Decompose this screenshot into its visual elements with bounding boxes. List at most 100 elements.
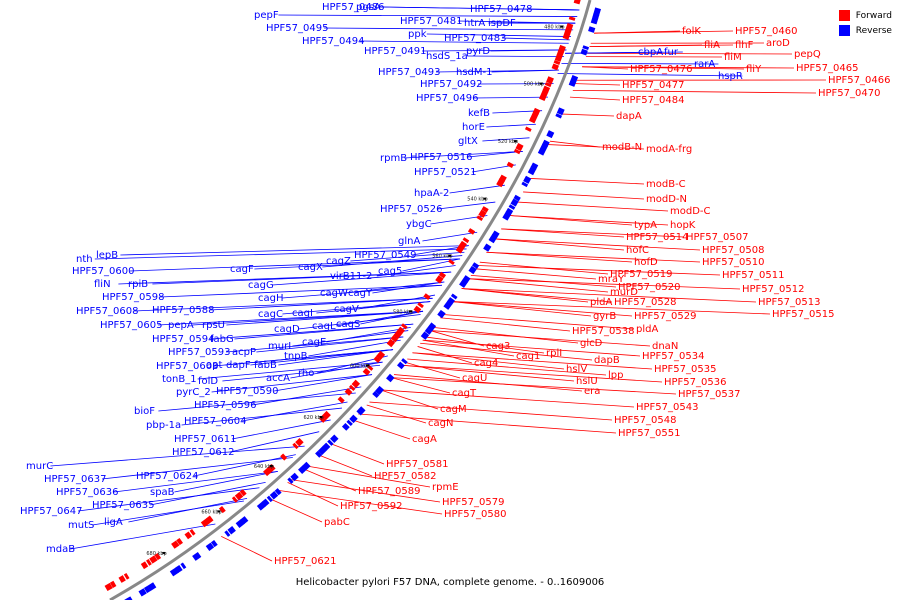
label-leader (404, 361, 461, 379)
forward-gene-label: hofD (634, 257, 658, 268)
forward-gene-label: HPF57_0529 (634, 311, 696, 322)
label-leader (298, 314, 421, 330)
label-leader (491, 69, 559, 73)
forward-gene-block (476, 215, 484, 222)
reverse-gene-block (568, 80, 576, 87)
forward-gene-label: HPF57_0535 (654, 364, 716, 375)
label-leader (587, 52, 793, 55)
forward-gene-label: cag3 (486, 341, 510, 352)
reverse-gene-label: pgsA (356, 2, 381, 13)
forward-gene-block (292, 442, 299, 450)
label-leader (417, 346, 473, 364)
reverse-gene-label: mdaB (46, 544, 75, 555)
label-leader (209, 297, 433, 311)
label-leader (517, 201, 669, 212)
label-leader (268, 498, 323, 523)
reverse-gene-block (261, 498, 270, 507)
reverse-gene-label: hpaA-2 (414, 188, 449, 199)
reverse-gene-block (555, 113, 563, 119)
forward-gene-label: hopK (670, 220, 696, 231)
forward-gene-label: HPF57_0543 (636, 402, 698, 413)
forward-gene-block (524, 126, 532, 132)
reverse-gene-label: fabB (254, 360, 277, 371)
forward-gene-label: HPF57_0592 (340, 501, 402, 512)
tick-mark (319, 415, 323, 418)
reverse-gene-block (240, 516, 249, 524)
tick-mark (409, 310, 413, 313)
label-leader (422, 339, 641, 357)
label-leader (412, 352, 565, 370)
forward-gene-label: HPF57_0582 (374, 471, 436, 482)
reverse-gene-block (274, 488, 282, 496)
label-leader (352, 419, 411, 440)
label-leader (241, 401, 348, 422)
label-leader (287, 481, 339, 507)
label-leader (452, 301, 592, 317)
reverse-gene-label: HPF57_0478 (470, 4, 532, 15)
reverse-gene-label: murI (268, 341, 291, 352)
forward-gene-label: HPF57_0476 (630, 64, 692, 75)
forward-gene-block (118, 575, 126, 583)
forward-gene-label: mraY (598, 274, 625, 285)
reverse-gene-label: cagC (258, 309, 283, 320)
forward-gene-block (362, 367, 371, 376)
reverse-gene-label: HPF57_0596 (194, 400, 256, 411)
reverse-gene-block (513, 194, 521, 202)
reverse-gene-block (341, 423, 350, 431)
reverse-gene-label: spaB (150, 487, 175, 498)
forward-gene-block (397, 326, 405, 335)
reverse-gene-block (356, 406, 366, 416)
reverse-gene-label: acpP (232, 347, 256, 358)
reverse-gene-block (397, 361, 405, 370)
label-leader (181, 407, 342, 426)
reverse-gene-block (256, 501, 267, 511)
reverse-gene-block (420, 331, 430, 340)
reverse-gene-label: HPF57_0481 (400, 16, 462, 27)
tick-mark (560, 25, 564, 28)
forward-gene-block (539, 94, 547, 102)
label-leader (401, 364, 663, 383)
reverse-gene-label: ybgC (406, 219, 432, 230)
forward-gene-label: HPF57_0621 (274, 556, 336, 567)
reverse-gene-label: kefB (468, 108, 490, 119)
reverse-gene-block (327, 439, 334, 446)
reverse-gene-label: hspR (718, 71, 743, 82)
forward-gene-label: lpp (608, 370, 623, 381)
label-leader (278, 490, 443, 515)
reverse-gene-label: apt (206, 360, 222, 371)
label-leader (468, 278, 741, 290)
reverse-gene-label: HPF57_0600 (72, 266, 134, 277)
reverse-gene-label: rarA (694, 59, 715, 70)
forward-gene-label: HPF57_0580 (444, 509, 506, 520)
forward-gene-label: rplI (546, 348, 562, 359)
forward-gene-label: HPF57_0507 (686, 232, 748, 243)
reverse-gene-block (580, 48, 588, 56)
label-leader (273, 374, 373, 392)
tick-label: 480 kbp (544, 25, 564, 31)
forward-gene-block (546, 76, 554, 85)
reverse-gene-block (227, 526, 236, 535)
reverse-gene-block (505, 207, 514, 216)
label-leader (50, 445, 305, 467)
label-leader (430, 330, 485, 347)
label-leader (562, 113, 615, 117)
reverse-gene-label: HPF57_0608 (76, 306, 138, 317)
label-leader (256, 336, 404, 353)
reverse-gene-block (508, 204, 516, 210)
forward-gene-label: HPF57_0589 (358, 486, 420, 497)
tick-mark (365, 364, 369, 367)
forward-gene-label: rpmE (432, 482, 459, 493)
forward-gene-block (496, 178, 505, 188)
tick-mark (513, 140, 517, 143)
label-leader (452, 301, 633, 317)
reverse-gene-label: HPF57_0526 (380, 204, 442, 215)
forward-gene-label: cagN (428, 418, 453, 429)
label-leader (225, 336, 404, 353)
label-leader (548, 144, 645, 150)
reverse-gene-label: HPF57_0624 (136, 471, 198, 482)
reverse-gene-label: HPF57_0516 (410, 152, 472, 163)
label-leader (482, 137, 530, 142)
forward-gene-block (544, 82, 552, 88)
tick-marks: 480 kbp 500 kbp 520 kbp 540 kbp 560 kbp 580 k… (146, 25, 564, 557)
reverse-gene-label: cag5 (378, 266, 402, 277)
